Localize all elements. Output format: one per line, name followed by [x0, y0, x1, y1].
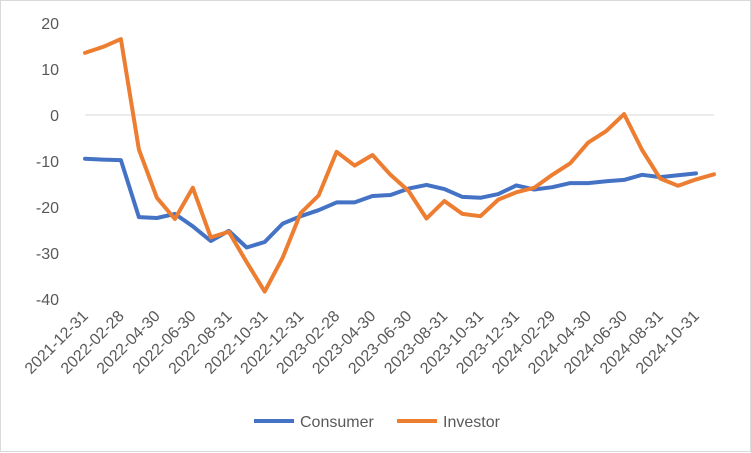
y-tick-label: 20 [41, 16, 59, 33]
y-tick-label: 10 [41, 62, 59, 79]
y-tick-label: -40 [36, 292, 59, 309]
y-axis-ticks: 20 10 0 -10 -20 -30 -40 [36, 16, 59, 309]
x-axis-ticks: 2021-12-312022-02-282022-04-302022-06-30… [22, 308, 703, 378]
series-lines [83, 37, 716, 294]
y-tick-label: -20 [36, 200, 59, 217]
y-tick-label: 0 [50, 108, 59, 125]
legend-label-investor: Investor [443, 414, 501, 431]
series-line-investor [83, 37, 716, 294]
legend: Consumer Investor [254, 414, 501, 431]
legend-label-consumer: Consumer [300, 414, 374, 431]
y-tick-label: -30 [36, 246, 59, 263]
series-line-consumer [83, 156, 698, 250]
y-tick-label: -10 [36, 154, 59, 171]
